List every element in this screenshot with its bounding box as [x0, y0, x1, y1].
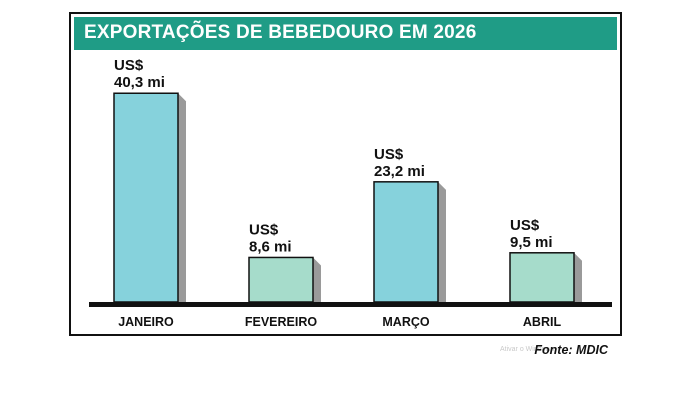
os-activation-watermark: Ativar o Windows — [500, 346, 555, 353]
bar-value-label: 8,6 mi — [249, 238, 292, 255]
x-tick-label: MARÇO — [382, 315, 429, 329]
title-bar: EXPORTAÇÕES DE BEBEDOURO EM 2026 — [74, 17, 617, 50]
bar-shadow — [438, 181, 446, 302]
bar — [373, 181, 439, 303]
bar — [248, 256, 314, 303]
bar-value-currency: US$ — [114, 57, 144, 74]
bar-value-label: 40,3 mi — [114, 74, 165, 91]
chart-title: EXPORTAÇÕES DE BEBEDOURO EM 2026 — [84, 22, 477, 43]
bar-value-label: 9,5 mi — [510, 234, 553, 251]
bar-shadow — [574, 252, 582, 302]
bar-shadow — [178, 93, 186, 302]
bar-shadow — [313, 257, 321, 302]
bar-value-currency: US$ — [374, 146, 404, 163]
bar-value-currency: US$ — [249, 221, 279, 238]
x-tick-label: ABRIL — [523, 315, 562, 329]
x-tick-label: JANEIRO — [118, 315, 174, 329]
bar — [509, 252, 575, 303]
bar-value-currency: US$ — [510, 217, 540, 234]
source-note: Fonte: MDIC — [534, 343, 608, 357]
x-axis-line — [89, 302, 612, 307]
bar-value-label: 23,2 mi — [374, 163, 425, 180]
x-tick-label: FEVEREIRO — [245, 315, 318, 329]
bar — [113, 92, 179, 303]
